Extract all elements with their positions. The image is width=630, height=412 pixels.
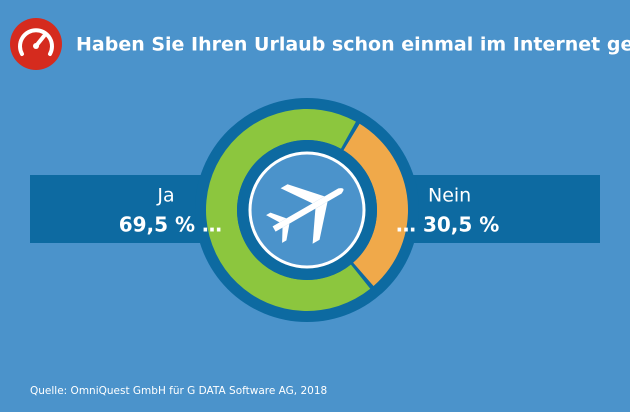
chart-title: Haben Sie Ihren Urlaub schon einmal im I… — [76, 34, 630, 56]
donut-segment — [343, 123, 408, 286]
category-label: Nein — [428, 185, 471, 207]
gauge-icon — [10, 18, 62, 70]
source-note: Quelle: OmniQuest GmbH für G DATA Softwa… — [30, 385, 327, 397]
category-label: Ja — [156, 185, 174, 207]
value-label: … 30,5 % — [396, 213, 499, 237]
value-label: 69,5 % … — [119, 213, 222, 237]
donut — [205, 109, 408, 311]
donut-segment — [205, 109, 371, 311]
plane-icon — [266, 184, 344, 244]
